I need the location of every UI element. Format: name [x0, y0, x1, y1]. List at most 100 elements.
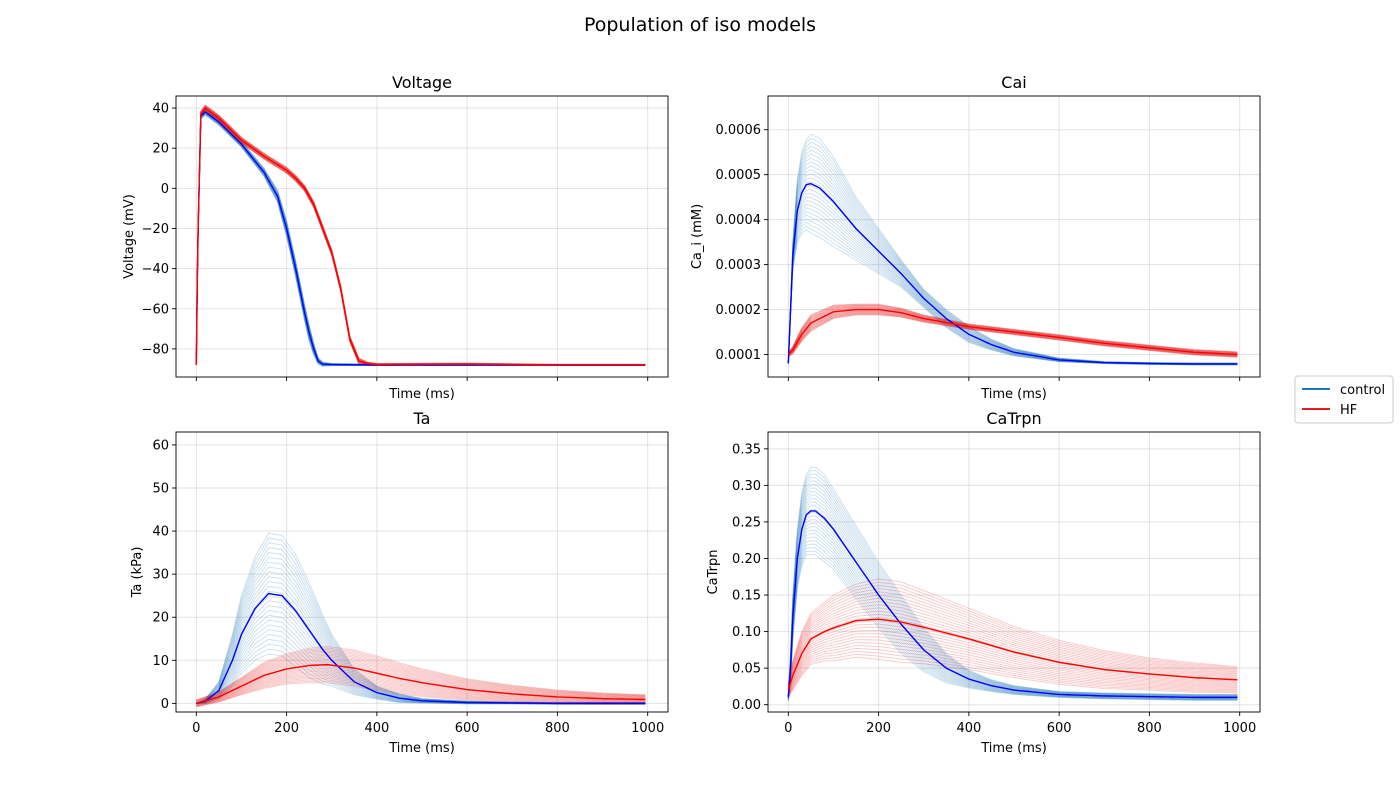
y-tick-label: 40 — [152, 525, 169, 540]
x-axis-label: Time (ms) — [388, 387, 455, 402]
y-tick-label: 0.25 — [732, 515, 761, 530]
y-tick-label: 10 — [152, 654, 169, 669]
panel-title: Cai — [1001, 73, 1026, 92]
mean-line-control — [196, 592, 646, 705]
ensemble-trace-control — [196, 542, 646, 704]
ensemble-trace-control — [787, 487, 1238, 697]
ensemble-trace-hf — [787, 305, 1238, 354]
y-tick-label: −40 — [142, 262, 169, 277]
ensemble-trace-hf — [787, 639, 1238, 695]
panel-voltage: 40 20 0 −20 −40 −60 −80 Voltage Time (ms) Voltage… — [122, 73, 669, 402]
ensemble-trace-hf — [787, 636, 1238, 694]
ensemble-trace-hf — [787, 305, 1238, 354]
y-tick-label: 0.0005 — [716, 168, 762, 183]
ensemble-trace-control — [787, 550, 1238, 701]
ensemble-trace-hf — [196, 674, 646, 706]
y-tick-label: −20 — [142, 222, 169, 237]
y-axis-label: Ta (kPa) — [130, 547, 145, 599]
legend-label-hf: HF — [1340, 403, 1357, 418]
ensemble-trace-hf — [787, 307, 1238, 355]
ensemble-trace-control — [787, 470, 1238, 696]
panel-title: Ta — [413, 409, 431, 428]
mean-line-hf — [196, 663, 646, 705]
ensemble-trace-control — [787, 141, 1238, 364]
ensemble-trace-hf — [196, 667, 646, 705]
y-tick-label: 0 — [161, 697, 169, 712]
panel-cai: 0.0006 0.0005 0.0004 0.0003 0.0002 0.0001 Cai T… — [690, 73, 1261, 402]
y-tick-label: 0.0002 — [716, 303, 762, 318]
y-tick-label: 0.35 — [732, 442, 761, 457]
ensemble-trace-hf — [787, 310, 1238, 356]
panel-title: CaTrpn — [986, 409, 1041, 428]
ensemble-trace-hf — [196, 656, 646, 703]
legend: control HF — [1294, 375, 1394, 424]
y-tick-label: 0.05 — [732, 662, 761, 677]
legend-label-control: control — [1340, 383, 1385, 398]
y-tick-label: 0.0003 — [716, 258, 762, 273]
ensemble-trace-hf — [196, 673, 646, 706]
ensemble-trace-hf — [787, 644, 1238, 696]
y-tick-label: 40 — [152, 102, 169, 117]
x-tick-label: 200 — [866, 721, 891, 736]
mean-line-control — [787, 182, 1238, 365]
ensemble-trace-control — [787, 477, 1238, 696]
x-tick-label: 0 — [192, 721, 200, 736]
y-tick-label: 0.30 — [732, 479, 761, 494]
ensemble-trace-hf — [196, 660, 646, 704]
x-tick-label: 600 — [1047, 721, 1072, 736]
x-tick-label: 400 — [364, 721, 389, 736]
ensemble-trace-hf — [787, 312, 1238, 357]
ensemble-trace-hf — [787, 650, 1238, 697]
mean-line-hf — [195, 107, 646, 366]
axes-frame — [175, 95, 669, 378]
ensemble-trace-hf — [196, 677, 646, 707]
ensemble-trace-control — [787, 491, 1238, 697]
panel-catrpn: 0 200 400 600 800 1000 0.35 0.30 0.25 0.20 0.15 0.1… — [706, 409, 1261, 756]
ensemble-trace-control — [196, 648, 646, 705]
ensemble-trace-hf — [787, 304, 1238, 354]
ensemble-trace-control — [196, 532, 646, 704]
ensemble-trace-hf — [787, 613, 1238, 690]
y-tick-label: 0.0006 — [716, 123, 762, 138]
ensemble-trace-control — [787, 225, 1238, 366]
ensemble-trace-control — [787, 480, 1238, 696]
ensemble-trace-hf — [787, 633, 1238, 693]
ensemble-trace-control — [196, 537, 646, 704]
axes-frame — [767, 95, 1261, 378]
ensemble-trace-control — [787, 554, 1238, 702]
ensemble-trace-hf — [787, 607, 1238, 689]
ensemble-trace-hf — [787, 610, 1238, 689]
y-tick-label: 0.15 — [732, 589, 761, 604]
ensemble-trace-control — [787, 522, 1238, 699]
y-tick-label: 0.00 — [732, 698, 761, 713]
ensemble-trace-hf — [787, 311, 1238, 357]
plot-area — [195, 104, 646, 367]
x-axis-label: Time (ms) — [980, 741, 1047, 756]
ensemble-trace-control — [787, 498, 1238, 698]
ensemble-trace-hf — [196, 670, 646, 706]
ensemble-trace-hf — [787, 626, 1238, 692]
ensemble-trace-control — [787, 536, 1238, 700]
ensemble-trace-hf — [787, 591, 1238, 686]
x-tick-label: 800 — [1137, 721, 1162, 736]
x-tick-label: 0 — [784, 721, 792, 736]
axes-frame — [175, 431, 669, 713]
ensemble-trace-control — [787, 137, 1238, 364]
ensemble-trace-control — [787, 540, 1238, 700]
ensemble-trace-control — [787, 543, 1238, 701]
x-tick-label: 1000 — [1223, 721, 1256, 736]
x-axis-label: Time (ms) — [388, 741, 455, 756]
y-tick-label: 0.0001 — [716, 348, 762, 363]
mean-line-hf — [787, 618, 1238, 691]
legend-frame — [1294, 375, 1394, 424]
x-tick-label: 600 — [455, 721, 480, 736]
plot-area — [787, 133, 1238, 366]
x-tick-label: 200 — [274, 721, 299, 736]
y-tick-label: 30 — [152, 568, 169, 583]
x-tick-label: 800 — [545, 721, 570, 736]
ensemble-trace-hf — [787, 656, 1238, 698]
ensemble-trace-control — [787, 529, 1238, 700]
y-tick-label: 0 — [161, 182, 169, 197]
